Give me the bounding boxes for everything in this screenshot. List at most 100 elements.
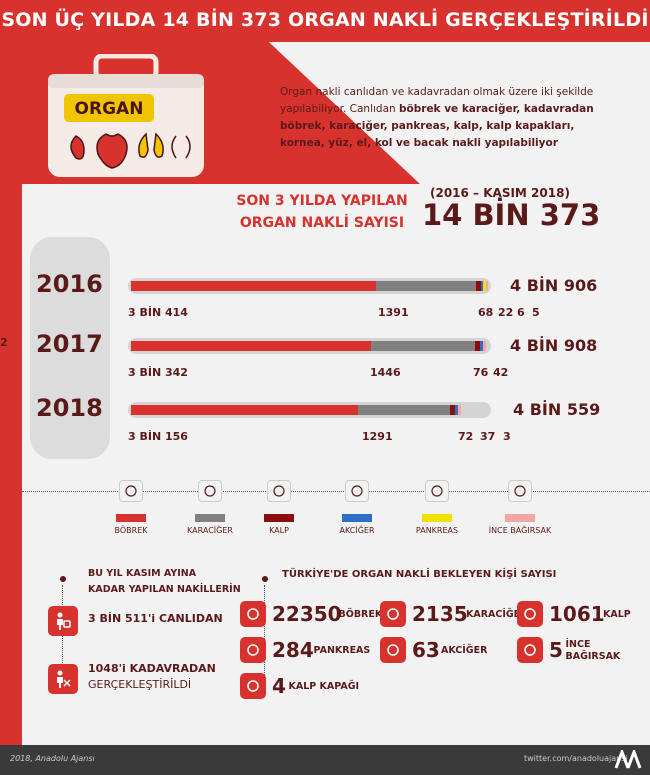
- data-label-2018-2: 72: [458, 430, 474, 443]
- bar-total-2017: 4 BİN 908: [510, 336, 598, 355]
- year-label-2017: 2017: [36, 330, 103, 358]
- bar-segment-2016-2: [475, 281, 481, 291]
- bar-segment-2018-5: [458, 405, 461, 415]
- kidney-icon: [240, 601, 266, 627]
- bar-segment-2017-3: [480, 341, 484, 351]
- years-panel: [30, 237, 110, 459]
- legend-item-0: BÖBREK: [96, 480, 166, 535]
- legend-label: PANKREAS: [415, 526, 459, 535]
- bar-segment-2016-3: [480, 281, 484, 291]
- year-label-2016: 2016: [36, 270, 103, 298]
- legend-swatch: [342, 514, 372, 522]
- footer-credit: 2018, Anadolu Ajansı: [10, 754, 95, 763]
- suitcase-label: ORGAN: [75, 99, 144, 119]
- living-num: 3 BİN 511'i: [88, 612, 156, 625]
- legend-item-4: PANKREAS: [402, 480, 472, 535]
- footer: 2018, Anadolu Ajansı twitter.com/anadolu…: [0, 745, 650, 775]
- legend-swatch: [264, 514, 294, 522]
- data-label-2018-1: 1291: [362, 430, 393, 443]
- organ-icons: [70, 132, 191, 169]
- data-label-2016-1: 1391: [378, 306, 409, 319]
- organ-suitcase-illustration: ORGAN: [48, 54, 204, 177]
- data-label-2016-2: 68: [478, 306, 494, 319]
- data-label-2016-5: 5: [532, 306, 540, 319]
- this-year-title-line2: KADAR YAPILAN NAKİLLERİN: [88, 584, 241, 595]
- legend-organ-icon: [508, 480, 532, 502]
- waiting-num-2: 1061: [549, 602, 605, 626]
- legend-item-3: AKCİĞER: [322, 480, 392, 535]
- legend-organ-icon: [267, 480, 291, 502]
- data-label-2017-5: 2: [0, 336, 8, 349]
- data-label-2017-1: 1446: [370, 366, 401, 379]
- bar-segment-2018-3: [455, 405, 459, 415]
- waiting-label-4: AKCİĞER: [441, 645, 488, 656]
- bar-total-2016: 4 BİN 906: [510, 276, 598, 295]
- bar-segment-2018-1: [357, 405, 451, 415]
- bar-segment-2017-1: [370, 341, 475, 351]
- living-donor-icon: [48, 606, 78, 636]
- summary-period: (2016 – KASIM 2018): [430, 186, 570, 200]
- heart-valve-icon: [240, 673, 266, 699]
- red-side-strip: [0, 184, 22, 745]
- pancreas-icon: [240, 637, 266, 663]
- legend-divider: [22, 491, 650, 492]
- legend-organ-icon: [345, 480, 369, 502]
- waiting-num-6: 4: [272, 674, 286, 698]
- waiting-num-0: 22350: [272, 602, 342, 626]
- waiting-label-5: İNCE BAĞIRSAK: [565, 639, 621, 662]
- this-year-title-line1: BU YIL KASIM AYINA: [88, 568, 197, 579]
- legend-swatch: [195, 514, 225, 522]
- data-label-2017-2: 76: [473, 366, 489, 379]
- data-label-2016-0: 3 BİN 414: [128, 306, 188, 319]
- living-label: CANLIDAN: [158, 612, 223, 625]
- legend-organ-icon: [119, 480, 143, 502]
- intestine-icon: [517, 637, 543, 663]
- cadaver-label: KADAVRADAN: [129, 662, 216, 675]
- cadaver-donor-icon: [48, 664, 78, 694]
- cadaver-label-2: GERÇEKLEŞTİRİLDİ: [88, 678, 192, 691]
- waiting-label-6: KALP KAPAĞI: [288, 681, 360, 692]
- legend-label: BÖBREK: [114, 526, 148, 535]
- living-donor-stat: 3 BİN 511'i CANLIDAN: [88, 613, 223, 625]
- waiting-label-0: BÖBREK: [338, 609, 383, 620]
- waiting-label-1: KARACİĞER: [466, 609, 528, 620]
- summary-total: 14 BİN 373: [422, 198, 601, 232]
- intro-text: Organ nakli canlıdan ve kadavradan olmak…: [280, 84, 620, 152]
- waiting-num-4: 63: [412, 638, 440, 662]
- data-label-2018-3: 37: [480, 430, 496, 443]
- legend-swatch: [422, 514, 452, 522]
- legend-label: İNCE BAĞIRSAK: [488, 526, 552, 535]
- waiting-num-1: 2135: [412, 602, 468, 626]
- lungs-icon: [380, 637, 406, 663]
- data-label-2018-0: 3 BİN 156: [128, 430, 188, 443]
- intro-plain: Organ nakli canlıdan ve kadavradan olmak…: [280, 86, 594, 115]
- data-label-2017-3: 42: [493, 366, 509, 379]
- legend-item-5: İNCE BAĞIRSAK: [485, 480, 555, 535]
- legend-swatch: [116, 514, 146, 522]
- legend-item-1: KARACİĞER: [175, 480, 245, 535]
- bar-segment-2017-2: [474, 341, 481, 351]
- legend-label: KARACİĞER: [187, 526, 233, 535]
- data-label-2016-3: 22: [498, 306, 514, 319]
- waiting-num-5: 5: [549, 638, 563, 662]
- bullet-dot: [60, 576, 66, 582]
- cadaver-num: 1048'i: [88, 662, 126, 675]
- legend-label: AKCİĞER: [339, 526, 375, 535]
- header-banner: SON ÜÇ YILDA 14 BİN 373 ORGAN NAKLİ GERÇ…: [0, 0, 650, 42]
- data-label-2018-5: 3: [503, 430, 511, 443]
- heart-icon: [517, 601, 543, 627]
- page-title: SON ÜÇ YILDA 14 BİN 373 ORGAN NAKLİ GERÇ…: [1, 9, 649, 31]
- bar-total-2018: 4 BİN 559: [513, 400, 601, 419]
- legend-swatch: [505, 514, 535, 522]
- waiting-label-2: KALP: [603, 609, 631, 620]
- waiting-num-3: 284: [272, 638, 314, 662]
- waiting-label-3: PANKREAS: [313, 645, 371, 656]
- bar-segment-2017-5: [483, 341, 486, 351]
- this-year-title: BU YIL KASIM AYINA KADAR YAPILAN NAKİLLE…: [88, 566, 241, 598]
- liver-icon: [380, 601, 406, 627]
- legend-organ-icon: [425, 480, 449, 502]
- legend-organ-icon: [198, 480, 222, 502]
- bullet-dot-2: [262, 576, 268, 582]
- bar-segment-2018-2: [450, 405, 456, 415]
- bar-segment-2016-5: [485, 281, 489, 291]
